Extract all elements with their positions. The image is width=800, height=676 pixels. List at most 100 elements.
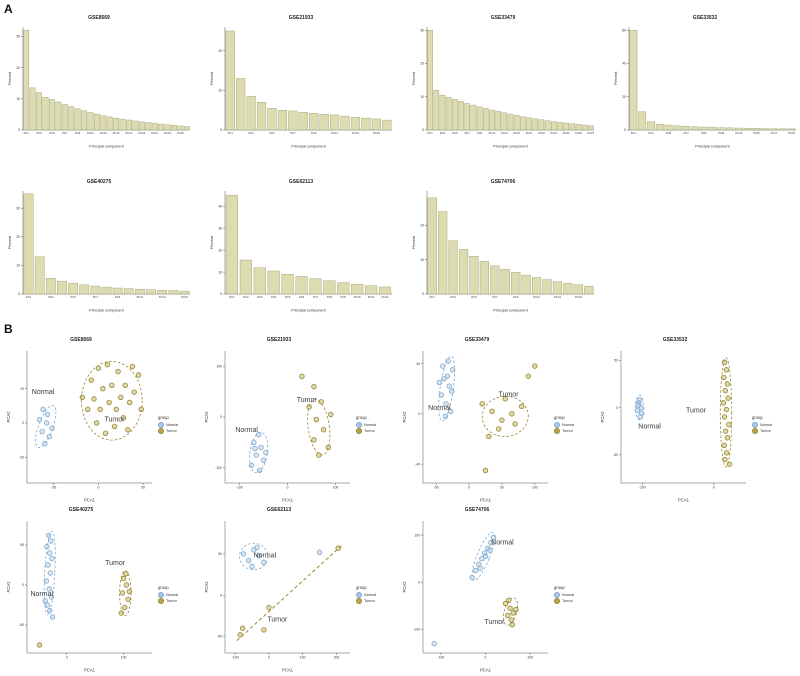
- svg-text:PC5: PC5: [471, 295, 477, 299]
- svg-text:20: 20: [218, 49, 222, 53]
- svg-text:50: 50: [500, 486, 504, 490]
- scree-row-2: GSE40275 0 10 20 30 PC1 PC3 PC5 PC7 PC9 PC11 PC13 P…: [6, 178, 596, 313]
- svg-text:0: 0: [616, 406, 618, 410]
- svg-text:PCA2: PCA2: [600, 411, 605, 423]
- svg-text:50: 50: [614, 359, 618, 363]
- chart-title: GSE21933: [266, 337, 292, 343]
- svg-text:PC3: PC3: [450, 295, 456, 299]
- svg-text:-50: -50: [51, 486, 56, 490]
- svg-text:PC9: PC9: [341, 295, 347, 299]
- svg-text:Principal component: Principal component: [695, 145, 730, 149]
- chart-title: GSE8569: [70, 337, 92, 343]
- svg-text:Normal: Normal: [491, 540, 514, 547]
- pca-chart-gse21933: GSE21933 -100 0 100 -100 0 100 Normal Tumor PCA2…: [204, 336, 400, 503]
- svg-text:PCA1: PCA1: [84, 668, 96, 673]
- legend-label: Tumor: [562, 598, 573, 603]
- legend-title: group: [554, 584, 565, 590]
- svg-text:PC3: PC3: [36, 131, 42, 135]
- svg-text:PC5: PC5: [452, 131, 458, 135]
- svg-text:50: 50: [218, 552, 222, 556]
- svg-text:PC9: PC9: [311, 131, 317, 135]
- svg-text:PC6: PC6: [299, 295, 305, 299]
- svg-text:Percent: Percent: [412, 235, 416, 249]
- svg-text:PC1: PC1: [427, 131, 433, 135]
- legend-title: group: [356, 584, 367, 590]
- svg-text:Principal component: Principal component: [493, 309, 528, 313]
- legend-label: Normal: [166, 592, 179, 597]
- svg-text:PC3: PC3: [248, 131, 254, 135]
- svg-text:Principal component: Principal component: [291, 309, 326, 313]
- svg-text:10: 10: [16, 264, 20, 268]
- legend-item-tumor: Tumor: [554, 597, 598, 604]
- svg-text:0: 0: [97, 486, 99, 490]
- svg-text:PC13: PC13: [736, 131, 743, 135]
- svg-text:-50: -50: [19, 623, 24, 627]
- svg-text:-200: -200: [639, 486, 646, 490]
- svg-text:PC7: PC7: [290, 131, 296, 135]
- svg-text:PC25: PC25: [575, 131, 582, 135]
- svg-text:-50: -50: [217, 635, 222, 639]
- svg-text:PC11: PC11: [137, 295, 144, 299]
- tumor-swatch-icon: [356, 597, 362, 604]
- svg-text:Principal component: Principal component: [89, 145, 124, 149]
- legend-label: Tumor: [562, 428, 573, 433]
- svg-text:0: 0: [713, 486, 715, 490]
- scree-plot-area: 0 10 20 30 PC1 PC3 PC5 PC7 PC9 PC11 PC13 PC15 PC17 PC…: [410, 23, 596, 149]
- tumor-swatch-icon: [752, 427, 758, 434]
- legend-item-tumor: Tumor: [356, 427, 400, 434]
- svg-text:0: 0: [468, 486, 470, 490]
- pca-row-2: GSE40275 0 100 -50 0 50 Normal Tumor PCA2 PCA1 g…: [6, 506, 598, 673]
- chart-title: GSE33532: [692, 15, 718, 21]
- svg-text:PCA2: PCA2: [402, 581, 407, 593]
- svg-text:PC1: PC1: [26, 295, 32, 299]
- legend-title: group: [158, 414, 169, 420]
- pca-plot-area: -100 0 100 -100 0 100 Normal Tumor PCA2 PCA1: [402, 515, 552, 673]
- normal-swatch-icon: [554, 591, 560, 598]
- pca-legend: group Normal Tumor: [354, 415, 400, 434]
- legend-item-tumor: Tumor: [554, 427, 598, 434]
- svg-text:PC3: PC3: [648, 131, 654, 135]
- svg-text:PC10: PC10: [354, 295, 361, 299]
- svg-text:PC1: PC1: [24, 131, 30, 135]
- svg-text:200: 200: [334, 656, 340, 660]
- svg-text:PC4: PC4: [271, 295, 277, 299]
- svg-text:PC9: PC9: [115, 295, 121, 299]
- svg-text:PC11: PC11: [368, 295, 375, 299]
- svg-text:PC27: PC27: [588, 131, 595, 135]
- legend-item-tumor: Tumor: [158, 597, 202, 604]
- normal-swatch-icon: [158, 591, 164, 598]
- chart-title: GSE40275: [68, 507, 94, 513]
- svg-text:Tumor: Tumor: [499, 391, 520, 398]
- pca-legend: group Normal Tumor: [156, 585, 202, 604]
- svg-text:PCA1: PCA1: [282, 668, 294, 673]
- svg-text:PC1: PC1: [631, 131, 637, 135]
- svg-text:PCA2: PCA2: [204, 411, 209, 423]
- chart-title: GSE74706: [490, 179, 516, 185]
- svg-text:-100: -100: [215, 466, 222, 470]
- svg-text:Principal component: Principal component: [493, 145, 528, 149]
- pca-legend: group Normal Tumor: [552, 415, 598, 434]
- svg-text:PCA2: PCA2: [6, 411, 11, 423]
- svg-text:PC12: PC12: [382, 295, 389, 299]
- svg-text:-50: -50: [613, 453, 618, 457]
- legend-label: Normal: [364, 422, 377, 427]
- svg-text:PC11: PC11: [489, 131, 496, 135]
- scree-row-1: GSE8569 0 10 20 30 PC1 PC3 PC5 PC7 PC9 PC11 PC13 PC…: [6, 14, 798, 149]
- svg-text:PC8: PC8: [327, 295, 333, 299]
- svg-text:10: 10: [218, 89, 222, 93]
- tumor-swatch-icon: [158, 597, 164, 604]
- svg-text:20: 20: [20, 387, 24, 391]
- svg-text:PC19: PC19: [138, 131, 145, 135]
- svg-text:-50: -50: [434, 486, 439, 490]
- pca-chart-gse62113: GSE62113 -100 0 100 200 -50 0 50 Normal Tumor PCA…: [204, 506, 400, 673]
- svg-text:Normal: Normal: [30, 591, 53, 598]
- legend-item-normal: Normal: [158, 421, 202, 428]
- svg-text:Principal component: Principal component: [89, 309, 124, 313]
- svg-text:PC9: PC9: [477, 131, 483, 135]
- svg-text:20: 20: [420, 224, 424, 228]
- chart-title: GSE33532: [662, 337, 688, 343]
- svg-text:PC3: PC3: [440, 131, 446, 135]
- svg-text:0: 0: [18, 292, 20, 296]
- svg-text:50: 50: [141, 486, 145, 490]
